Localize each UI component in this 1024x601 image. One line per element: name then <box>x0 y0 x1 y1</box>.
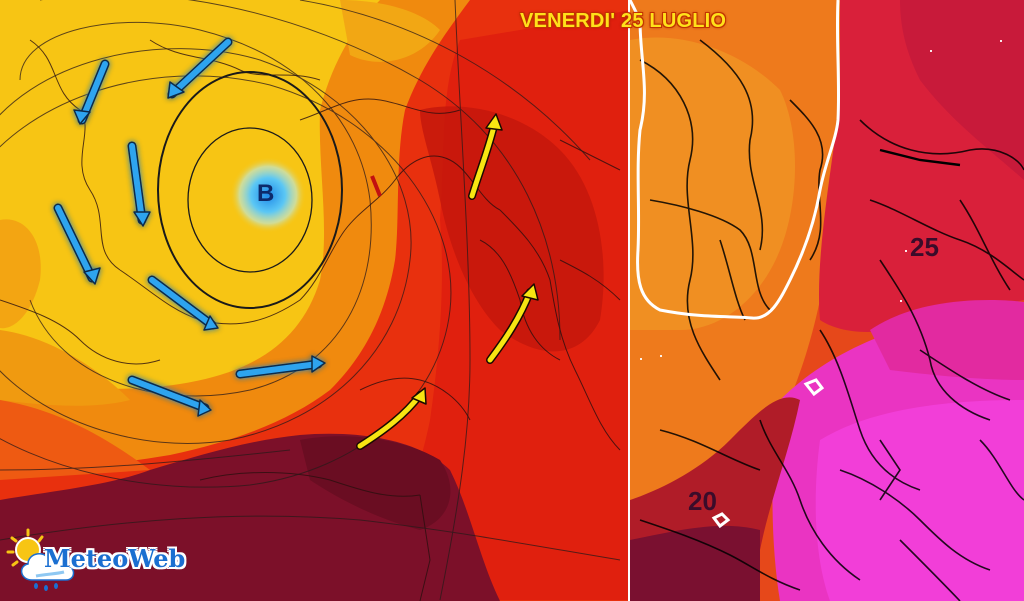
rain-drops-icon <box>34 583 58 591</box>
warm-advection-arrows <box>356 113 539 450</box>
cold-circulation-arrows <box>53 37 326 417</box>
panel-divider <box>628 0 631 601</box>
white-isotherm <box>630 0 841 320</box>
low-pressure-glow <box>230 157 306 233</box>
right-panel-temperature-field <box>630 0 1024 601</box>
cloud-icon <box>20 553 75 581</box>
isotherm-label-25: 25 <box>910 232 939 262</box>
forecast-date-title: VENERDI' 25 LUGLIO <box>520 10 727 32</box>
isobars <box>157 71 343 309</box>
low-pressure-label: B <box>257 180 275 207</box>
logo-graphic <box>6 528 75 591</box>
brand-name: MeteoWeb <box>44 544 186 573</box>
left-panel-temperature-field <box>0 0 628 601</box>
meteoweb-logo: MeteoWeb <box>6 528 210 592</box>
isotherm-label-20: 20 <box>688 486 717 516</box>
